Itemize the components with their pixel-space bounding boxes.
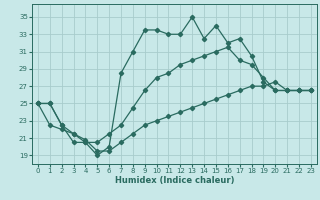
X-axis label: Humidex (Indice chaleur): Humidex (Indice chaleur) bbox=[115, 176, 234, 185]
